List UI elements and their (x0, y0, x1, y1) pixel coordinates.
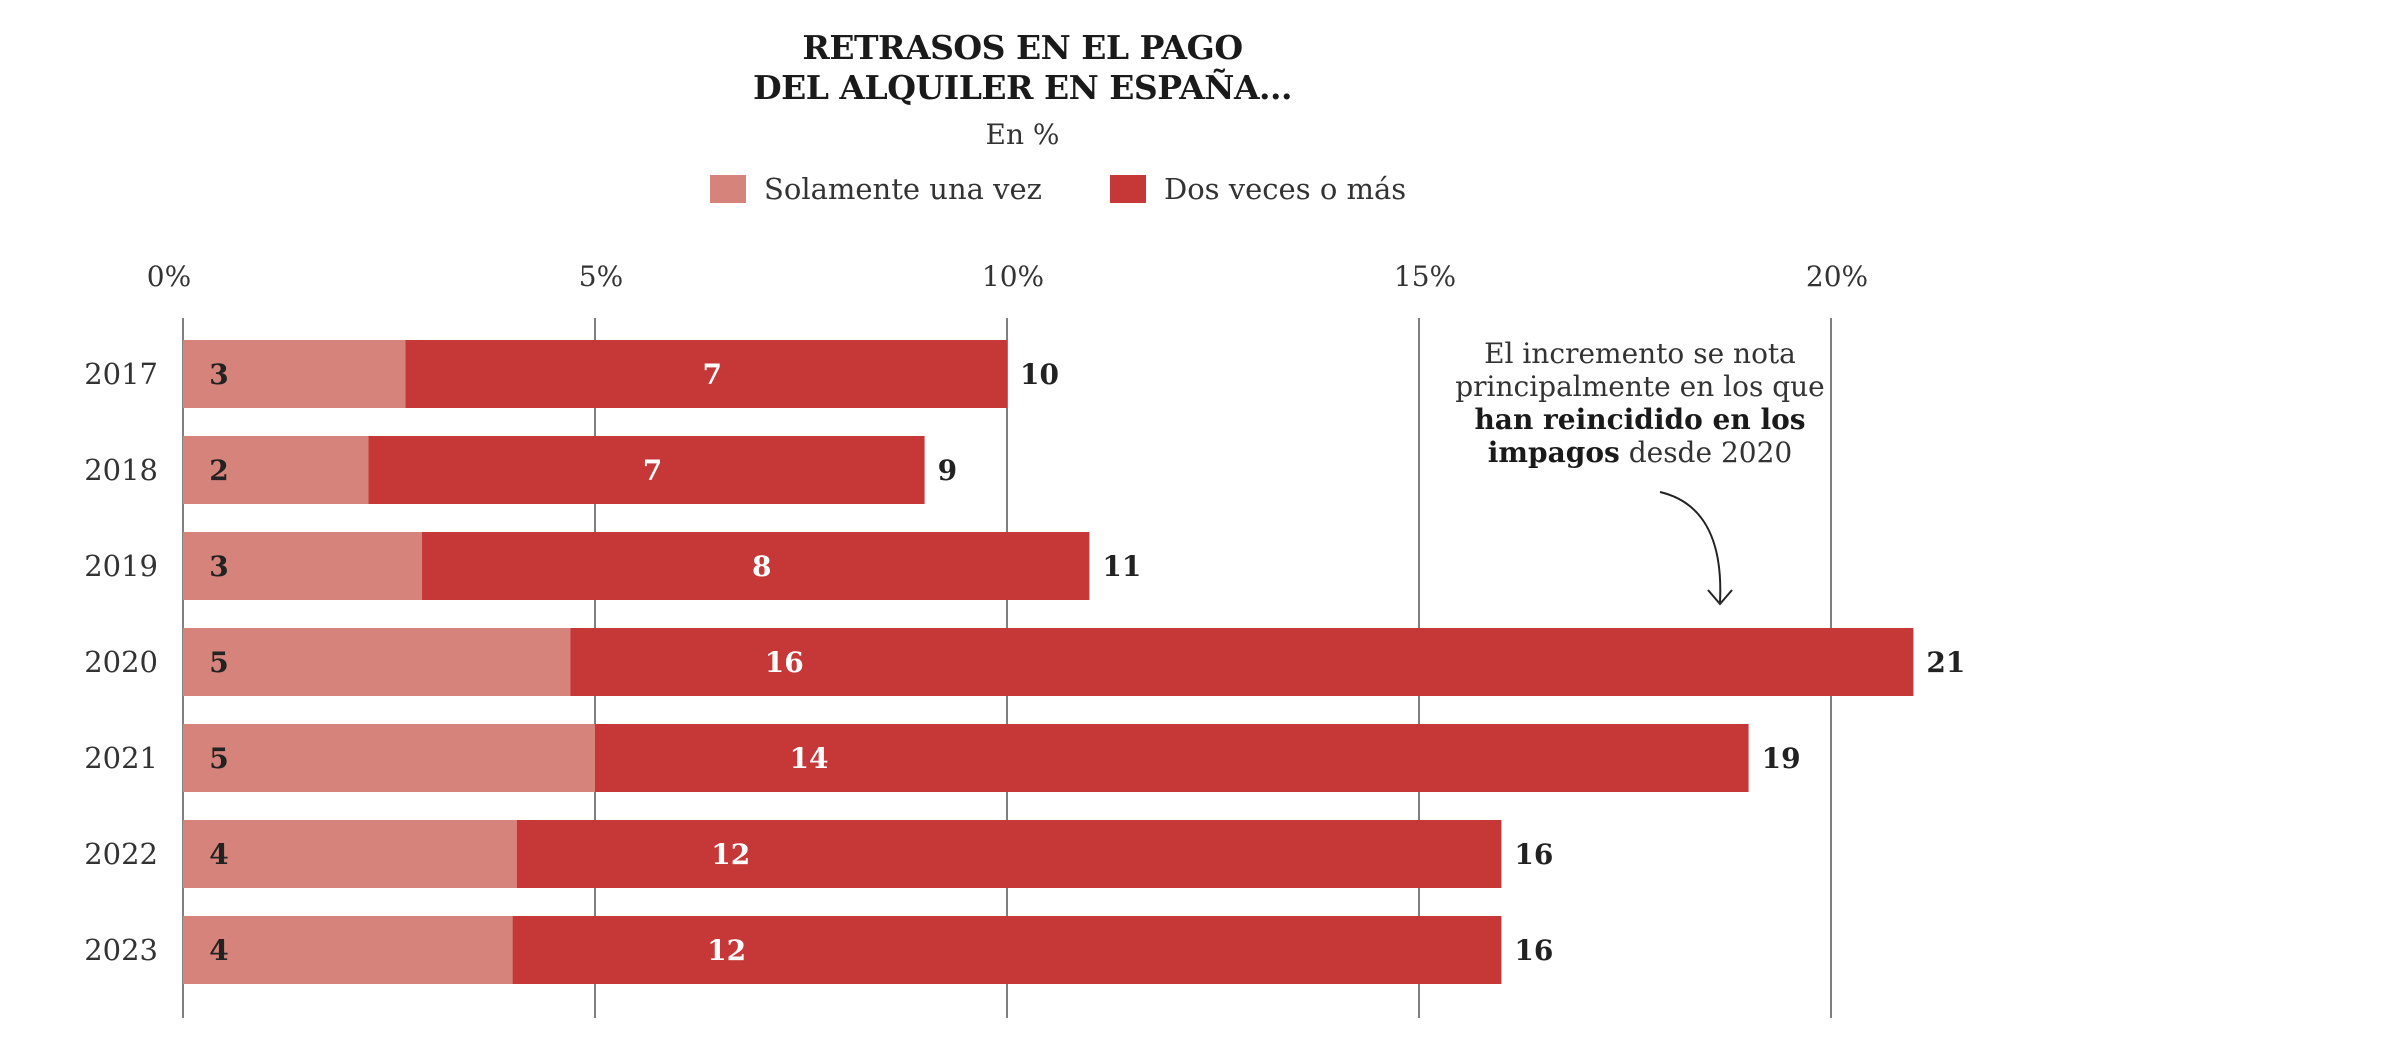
y-tick-label: 2019 (84, 549, 158, 583)
x-tick-label: 20% (1806, 260, 1868, 293)
data-label-once: 4 (209, 838, 228, 871)
bar-segment-twice (595, 724, 1749, 792)
annotation: El incremento se nota principalmente en … (1430, 337, 1850, 469)
bar-segment-twice (405, 340, 1008, 408)
annotation-line-2: principalmente en los que (1455, 370, 1825, 403)
bar-segment-once (183, 532, 422, 600)
bar-segment-once (183, 436, 369, 504)
legend-item-twice: Dos veces o más (1109, 172, 1407, 206)
chart-subtitle: En % (985, 118, 1060, 151)
x-tick-label: 15% (1394, 260, 1456, 293)
bar-segment-once (183, 340, 406, 408)
data-label-total: 19 (1762, 742, 1801, 775)
data-label-twice: 12 (707, 934, 746, 967)
data-label-total: 16 (1514, 838, 1553, 871)
y-tick-label: 2020 (84, 645, 158, 679)
x-tick-label: 5% (579, 260, 623, 293)
y-tick-label: 2021 (84, 741, 158, 775)
y-tick-label: 2022 (84, 837, 158, 871)
x-tick-label: 0% (147, 260, 191, 293)
data-label-total: 10 (1020, 358, 1059, 391)
title-line-1: RETRASOS EN EL PAGO (802, 28, 1243, 67)
data-label-twice: 7 (702, 358, 721, 391)
title-line-2: DEL ALQUILER EN ESPAÑA... (752, 68, 1293, 107)
y-tick-label: 2017 (84, 357, 158, 391)
data-label-twice: 8 (752, 550, 771, 583)
bar-segment-twice (516, 820, 1502, 888)
bar-segment-twice (512, 916, 1502, 984)
y-tick-label: 2023 (84, 933, 158, 967)
legend-label-once: Solamente una vez (764, 172, 1042, 206)
legend-swatch-once (710, 175, 746, 203)
legend-swatch-twice (1109, 175, 1146, 203)
annotation-arrowhead (1707, 589, 1733, 606)
x-tick-label: 10% (982, 260, 1044, 293)
data-label-total: 9 (938, 454, 957, 487)
bar-segment-once (183, 724, 595, 792)
legend: Solamente una vez Dos veces o más (710, 172, 1474, 206)
bar-segment-twice (421, 532, 1090, 600)
bar-segment-twice (570, 628, 1914, 696)
data-label-twice: 7 (643, 454, 662, 487)
annotation-rest: desde 2020 (1619, 436, 1793, 469)
data-label-total: 16 (1514, 934, 1553, 967)
y-tick-label: 2018 (84, 453, 158, 487)
legend-label-twice: Dos veces o más (1163, 172, 1407, 206)
bar-segment-twice (368, 436, 925, 504)
legend-item-once: Solamente una vez (710, 172, 1042, 206)
chart-title: RETRASOS EN EL PAGO DEL ALQUILER EN ESPA… (0, 28, 2045, 108)
annotation-line-1: El incremento se nota (1484, 337, 1796, 370)
data-label-once: 2 (209, 454, 228, 487)
data-label-once: 5 (209, 646, 228, 679)
data-label-once: 4 (209, 934, 228, 967)
bar-segment-once (183, 628, 571, 696)
data-label-once: 3 (209, 550, 228, 583)
data-label-once: 5 (209, 742, 228, 775)
data-label-twice: 16 (765, 646, 804, 679)
bar-segment-once (183, 820, 517, 888)
data-label-total: 11 (1102, 550, 1141, 583)
bar-segment-once (183, 916, 513, 984)
data-label-once: 3 (209, 358, 228, 391)
annotation-bold-1: han reincidido en los (1474, 403, 1806, 436)
data-label-total: 21 (1926, 646, 1965, 679)
data-label-twice: 14 (790, 742, 829, 775)
annotation-bold-2: impagos (1487, 436, 1620, 469)
data-label-twice: 12 (711, 838, 750, 871)
annotation-arrow (1659, 491, 1722, 603)
